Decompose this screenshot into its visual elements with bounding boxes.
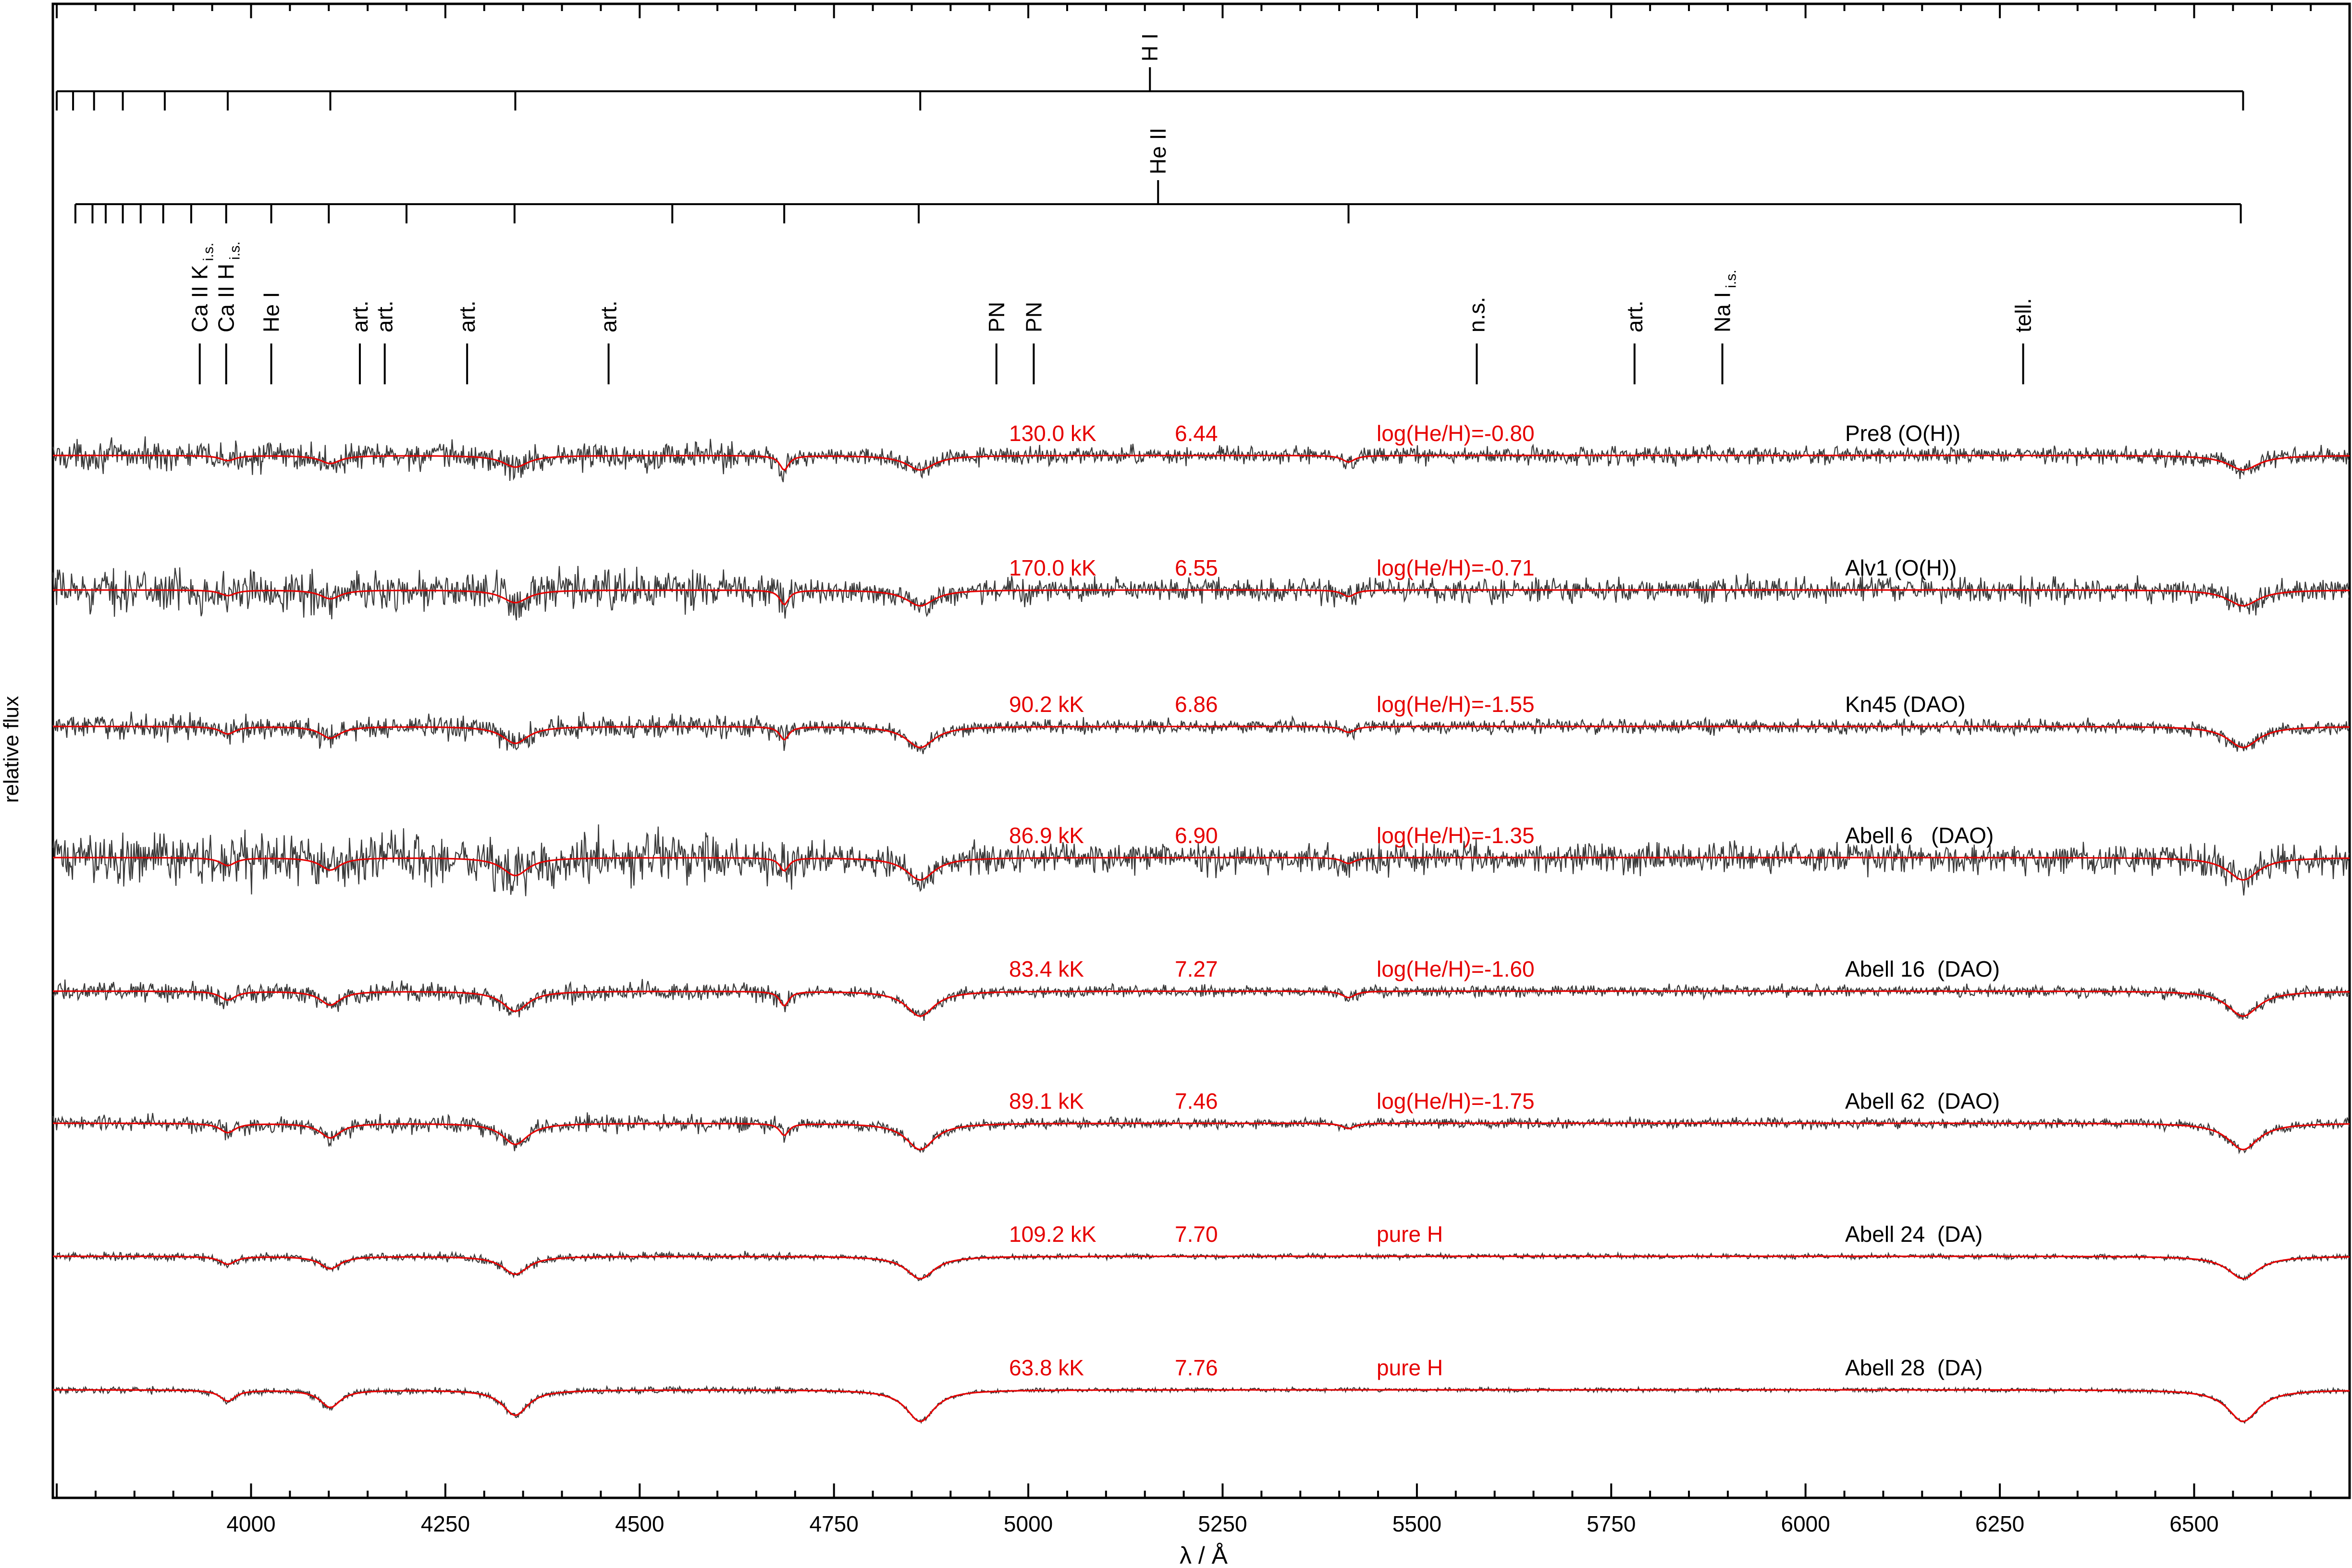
x-tick-label: 6000 [1781, 1511, 1830, 1536]
abundance-label: log(He/H)=-0.71 [1377, 555, 1535, 580]
feature-label: Na Ii.s. [1710, 270, 1739, 332]
model-spectrum [53, 454, 2350, 471]
logg-label: 7.27 [1175, 956, 1218, 981]
plot-frame [51, 2, 2351, 1499]
teff-label: 109.2 kK [1009, 1222, 1096, 1247]
logg-label: 6.55 [1175, 555, 1218, 580]
x-tick-label: 5500 [1392, 1511, 1441, 1536]
star-name-label: Pre8 (O(H)) [1845, 421, 1960, 446]
observed-spectrum [52, 1250, 2350, 1282]
feature-label: art. [455, 301, 480, 332]
abundance-label: log(He/H)=-1.75 [1377, 1089, 1535, 1114]
observed-spectrum [52, 436, 2350, 482]
abundance-label: pure H [1377, 1355, 1443, 1380]
model-spectrum [53, 589, 2350, 607]
x-axis: 4000 4250 4500 4750 5000 5250 5500 5750 6000 6250… [56, 4, 2351, 1536]
teff-label: 170.0 kK [1009, 555, 1096, 580]
observed-spectrum [52, 1112, 2350, 1155]
feature-label: tell. [2011, 298, 2036, 332]
feature-label: art. [596, 301, 621, 332]
logg-label: 7.76 [1175, 1355, 1218, 1380]
abundance-label: log(He/H)=-1.60 [1377, 956, 1535, 981]
observed-spectrum [52, 1384, 2350, 1424]
model-spectrum [53, 1255, 2350, 1280]
star-name-label: Abell 16 (DAO) [1845, 956, 2000, 981]
model-spectrum [53, 725, 2350, 748]
teff-label: 130.0 kK [1009, 421, 1096, 446]
abundance-label: log(He/H)=-1.35 [1377, 823, 1535, 848]
x-tick-label: 5250 [1198, 1511, 1247, 1536]
star-name-label: Abell 24 (DA) [1845, 1222, 1983, 1247]
y-axis-label: relative flux [0, 696, 23, 803]
x-tick-label: 4000 [226, 1511, 275, 1536]
feature-label: PN [1021, 302, 1046, 332]
ident-comb-label: H I [1137, 33, 1162, 61]
x-tick-label: 4250 [421, 1511, 470, 1536]
feature-label: Ca II Hi.s. [214, 242, 243, 333]
logg-label: 7.70 [1175, 1222, 1218, 1247]
teff-label: 86.9 kK [1009, 823, 1084, 848]
feature-label: art. [372, 301, 397, 332]
spectra-layer [52, 436, 2350, 1424]
teff-label: 90.2 kK [1009, 692, 1084, 717]
ident-comb-label: He II [1145, 128, 1170, 174]
teff-label: 89.1 kK [1009, 1089, 1084, 1114]
abundance-label: log(He/H)=-1.55 [1377, 692, 1535, 717]
logg-label: 6.44 [1175, 421, 1218, 446]
star-name-label: Abell 28 (DA) [1845, 1355, 1983, 1380]
star-name-label: Abell 62 (DAO) [1845, 1089, 2000, 1114]
abundance-label: pure H [1377, 1222, 1443, 1247]
x-tick-label: 6250 [1975, 1511, 2024, 1536]
feature-label: He I [259, 292, 284, 332]
x-tick-label: 6500 [2169, 1511, 2218, 1536]
star-name-label: Alv1 (O(H)) [1845, 555, 1957, 580]
teff-label: 83.4 kK [1009, 956, 1084, 981]
model-spectrum [53, 1389, 2350, 1422]
star-name-label: Abell 6 (DAO) [1845, 823, 1994, 848]
star-name-label: Kn45 (DAO) [1845, 692, 1966, 717]
x-tick-label: 4750 [810, 1511, 859, 1536]
star-labels-layer: 130.0 kK 6.44 log(He/H)=-0.80 Pre8 (O(H)) 17… [1009, 421, 2000, 1380]
model-spectrum [53, 1122, 2350, 1151]
model-spectrum [53, 990, 2350, 1017]
feature-label: art. [1622, 301, 1647, 332]
observed-spectrum [52, 979, 2350, 1021]
x-tick-label: 4500 [615, 1511, 664, 1536]
model-spectrum [53, 857, 2350, 881]
x-tick-label: 5000 [1004, 1511, 1053, 1536]
feature-label: PN [984, 302, 1009, 332]
x-axis-label: λ / Å [1180, 1542, 1228, 1568]
logg-label: 7.46 [1175, 1089, 1218, 1114]
teff-label: 63.8 kK [1009, 1355, 1084, 1380]
feature-label: Ca II Ki.s. [187, 243, 217, 332]
abundance-label: log(He/H)=-0.80 [1377, 421, 1535, 446]
observed-spectrum [52, 565, 2350, 621]
feature-label: art. [347, 301, 372, 332]
logg-label: 6.90 [1175, 823, 1218, 848]
observed-spectrum [52, 711, 2350, 754]
feature-label: n.s. [1464, 297, 1489, 332]
logg-label: 6.86 [1175, 692, 1218, 717]
plot-border [51, 2, 2351, 1499]
x-tick-label: 5750 [1587, 1511, 1636, 1536]
